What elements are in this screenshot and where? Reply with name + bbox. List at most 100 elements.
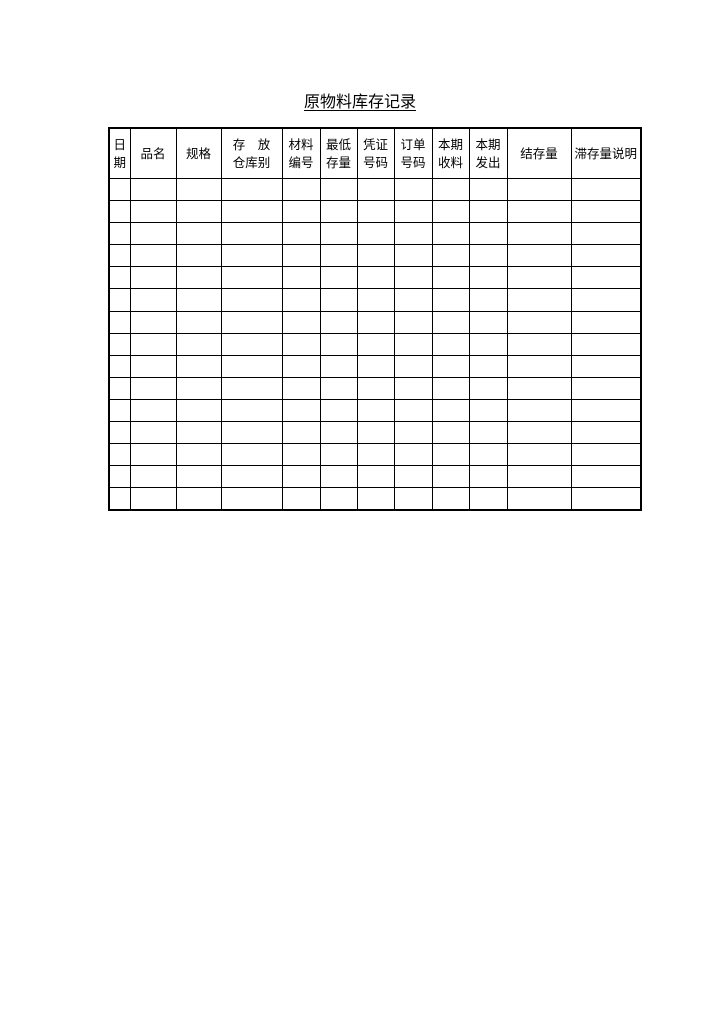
table-cell[interactable] [468,266,508,290]
table-cell[interactable] [468,332,508,356]
table-cell[interactable] [506,222,572,246]
table-cell[interactable] [431,200,470,224]
table-cell[interactable] [108,332,131,356]
table-cell[interactable] [356,421,395,445]
table-cell[interactable] [506,332,572,356]
table-cell[interactable] [570,465,642,489]
table-cell[interactable] [356,354,395,378]
table-cell[interactable] [281,310,321,334]
table-cell[interactable] [356,266,395,290]
table-cell[interactable] [570,288,642,312]
table-cell[interactable] [356,177,395,202]
table-cell[interactable] [108,266,131,290]
table-cell[interactable] [506,288,572,312]
table-cell[interactable] [220,244,283,268]
table-cell[interactable] [220,421,283,445]
table-cell[interactable] [108,200,131,224]
table-cell[interactable] [468,244,508,268]
table-cell[interactable] [506,266,572,290]
table-cell[interactable] [319,332,358,356]
table-cell[interactable] [393,222,433,246]
table-cell[interactable] [108,398,131,423]
table-cell[interactable] [468,222,508,246]
table-cell[interactable] [108,421,131,445]
table-cell[interactable] [175,465,222,489]
table-cell[interactable] [393,465,433,489]
table-cell[interactable] [506,310,572,334]
table-cell[interactable] [281,177,321,202]
table-cell[interactable] [319,398,358,423]
table-cell[interactable] [431,487,470,511]
table-cell[interactable] [356,376,395,400]
table-cell[interactable] [393,487,433,511]
table-cell[interactable] [129,421,177,445]
table-cell[interactable] [468,421,508,445]
table-cell[interactable] [506,244,572,268]
table-cell[interactable] [356,332,395,356]
table-cell[interactable] [108,310,131,334]
table-cell[interactable] [220,177,283,202]
table-cell[interactable] [431,332,470,356]
table-cell[interactable] [468,310,508,334]
table-cell[interactable] [319,177,358,202]
table-cell[interactable] [393,443,433,467]
table-cell[interactable] [175,177,222,202]
table-cell[interactable] [175,200,222,224]
table-cell[interactable] [468,376,508,400]
table-cell[interactable] [220,376,283,400]
table-cell[interactable] [393,244,433,268]
table-cell[interactable] [431,376,470,400]
table-cell[interactable] [319,200,358,224]
table-cell[interactable] [220,398,283,423]
table-cell[interactable] [281,288,321,312]
table-cell[interactable] [175,398,222,423]
table-cell[interactable] [431,244,470,268]
table-cell[interactable] [319,222,358,246]
table-cell[interactable] [281,465,321,489]
table-cell[interactable] [393,421,433,445]
table-cell[interactable] [393,332,433,356]
table-cell[interactable] [468,288,508,312]
table-cell[interactable] [356,288,395,312]
table-cell[interactable] [570,200,642,224]
table-cell[interactable] [220,266,283,290]
table-cell[interactable] [129,244,177,268]
table-cell[interactable] [431,465,470,489]
table-cell[interactable] [468,443,508,467]
table-cell[interactable] [175,222,222,246]
table-cell[interactable] [506,443,572,467]
table-cell[interactable] [220,487,283,511]
table-cell[interactable] [506,200,572,224]
table-cell[interactable] [319,443,358,467]
table-cell[interactable] [506,398,572,423]
table-cell[interactable] [220,288,283,312]
table-cell[interactable] [220,443,283,467]
table-cell[interactable] [175,244,222,268]
table-cell[interactable] [108,222,131,246]
table-cell[interactable] [175,310,222,334]
table-cell[interactable] [175,376,222,400]
table-cell[interactable] [356,487,395,511]
table-cell[interactable] [319,421,358,445]
table-cell[interactable] [319,310,358,334]
table-cell[interactable] [570,266,642,290]
table-cell[interactable] [319,288,358,312]
table-cell[interactable] [108,465,131,489]
table-cell[interactable] [108,443,131,467]
table-cell[interactable] [175,354,222,378]
table-cell[interactable] [506,487,572,511]
table-cell[interactable] [175,288,222,312]
table-cell[interactable] [319,266,358,290]
table-cell[interactable] [129,398,177,423]
table-cell[interactable] [393,177,433,202]
table-cell[interactable] [506,177,572,202]
table-cell[interactable] [570,487,642,511]
table-cell[interactable] [431,354,470,378]
table-cell[interactable] [108,177,131,202]
table-cell[interactable] [129,376,177,400]
table-cell[interactable] [129,310,177,334]
table-cell[interactable] [220,332,283,356]
table-cell[interactable] [570,376,642,400]
table-cell[interactable] [108,487,131,511]
table-cell[interactable] [570,332,642,356]
